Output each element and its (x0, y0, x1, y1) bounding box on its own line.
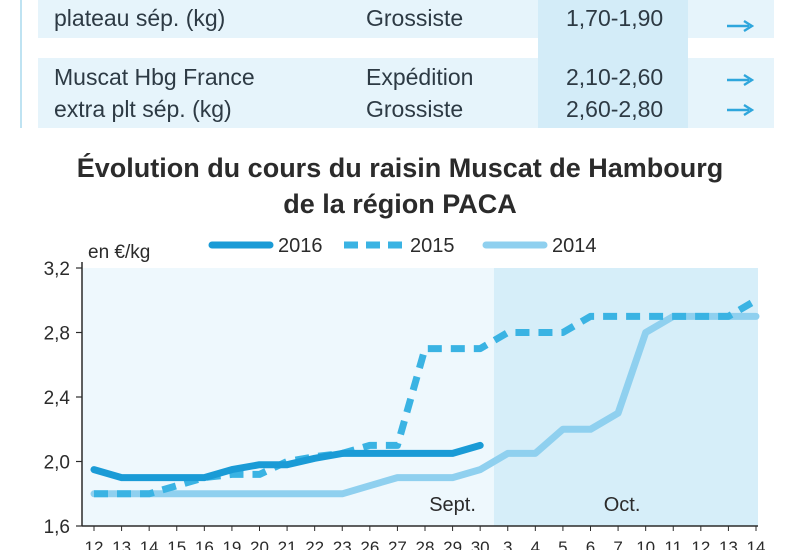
chart-title: Évolution du cours du raisin Muscat de H… (76, 153, 724, 183)
x-tick-label: 3 (503, 538, 512, 550)
stage-label: Grossiste (366, 5, 464, 31)
price-value: 2,10-2,60 (566, 64, 664, 90)
x-tick-label: 10 (636, 538, 655, 550)
stage-label: Grossiste (366, 96, 464, 122)
x-tick-label: 26 (360, 538, 379, 550)
y-tick-label: 2,8 (44, 324, 70, 345)
trend-stable-icon (727, 73, 754, 87)
x-tick-label: 12 (691, 538, 710, 550)
y-tick-label: 1,6 (44, 517, 70, 538)
trend-stable-icon (727, 19, 754, 33)
trend-stable-icon (727, 103, 754, 117)
x-tick-label: 20 (250, 538, 269, 550)
series-line-2016 (90, 441, 484, 482)
price-value: 2,60-2,80 (566, 96, 664, 122)
x-tick-label: 13 (719, 538, 738, 550)
y-tick-label: 2,4 (44, 388, 71, 409)
x-tick-label: 7 (613, 538, 622, 550)
x-tick-label: 11 (664, 538, 682, 550)
x-tick-label: 21 (278, 538, 297, 550)
x-tick-label: 16 (195, 538, 214, 550)
x-tick-label: 12 (85, 538, 104, 550)
y-tick-label: 2,0 (44, 453, 70, 474)
x-tick-label: 5 (558, 538, 567, 550)
y-tick-label: 3,2 (44, 259, 70, 280)
x-tick-label: 29 (443, 538, 462, 550)
x-tick-label: 22 (305, 538, 324, 550)
x-tick-label: 14 (140, 538, 159, 550)
x-tick-label: 6 (586, 538, 595, 550)
x-tick-label: 28 (416, 538, 435, 550)
table-left-rule (20, 0, 22, 128)
period-label-sept: Sept. (429, 494, 476, 516)
x-tick-label: 4 (531, 538, 540, 550)
x-tick-label: 13 (112, 538, 131, 550)
price-value: 1,70-1,90 (566, 5, 664, 31)
legend-label-2014: 2014 (552, 235, 597, 257)
y-axis-unit-label: en €/kg (88, 242, 150, 263)
x-tick-label: 23 (333, 538, 352, 550)
series-line-2014 (90, 312, 760, 498)
x-tick-label: 15 (167, 538, 186, 550)
chart-subtitle: de la région PACA (283, 189, 517, 219)
x-tick-label: 27 (388, 538, 407, 550)
stage-label: Expédition (366, 64, 474, 90)
legend-label-2015: 2015 (410, 235, 455, 257)
product-label: Muscat Hbg France (54, 64, 255, 90)
x-tick-label: 19 (222, 538, 241, 550)
x-tick-label: 30 (471, 538, 490, 550)
x-tick-label: 14 (747, 538, 766, 550)
price-column (538, 0, 688, 128)
product-label: plateau sép. (kg) (54, 5, 226, 31)
price-table: plateau sép. (kg) Grossiste 1,70-1,90 Mu… (0, 0, 800, 128)
period-label-oct: Oct. (604, 494, 641, 516)
legend-label-2016: 2016 (278, 235, 323, 257)
product-label: extra plt sép. (kg) (54, 96, 232, 122)
